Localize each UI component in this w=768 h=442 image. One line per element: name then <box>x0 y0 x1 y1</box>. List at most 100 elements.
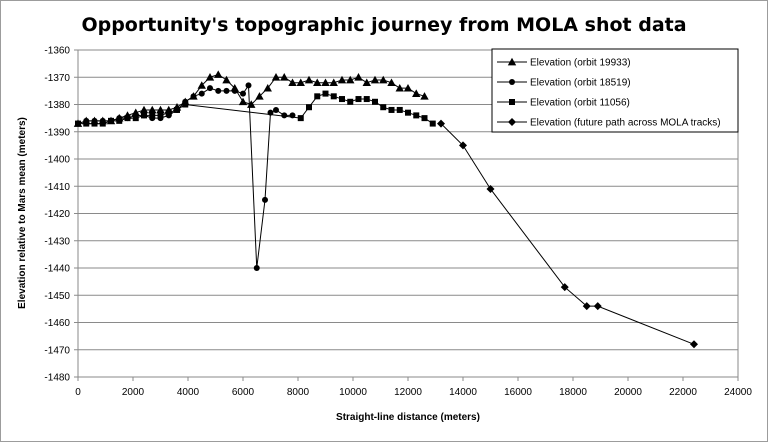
x-tick-label: 0 <box>75 387 81 398</box>
data-point <box>582 302 591 311</box>
data-point <box>486 184 495 193</box>
data-point <box>396 106 403 113</box>
data-point <box>223 87 230 94</box>
x-axis-ticks: 0 2000 4000 6000 8000 10000 12000 14000 16000 180… <box>75 377 752 398</box>
legend-label: Elevation (orbit 11056) <box>530 98 630 109</box>
y-tick-label: -1400 <box>44 155 70 166</box>
data-point <box>253 265 260 271</box>
data-point <box>263 83 272 92</box>
data-point <box>420 92 429 100</box>
data-point <box>214 70 223 78</box>
x-tick-label: 16000 <box>504 387 532 398</box>
x-tick-label: 4000 <box>177 387 200 398</box>
data-point <box>207 85 213 92</box>
data-point <box>108 117 114 124</box>
x-tick-label: 22000 <box>669 387 697 398</box>
legend-label: Elevation (orbit 19933) <box>530 58 631 69</box>
data-point <box>363 96 370 103</box>
series-layer <box>73 70 698 349</box>
series-square <box>75 90 436 127</box>
series-diamond <box>437 119 698 349</box>
data-point <box>437 119 445 128</box>
y-tick-label: -1370 <box>44 73 70 84</box>
data-point <box>304 75 314 84</box>
legend-marker <box>509 79 515 85</box>
series-line <box>440 123 695 345</box>
data-point <box>231 87 238 94</box>
data-point <box>329 78 338 87</box>
data-point <box>314 93 321 100</box>
data-point <box>379 75 388 84</box>
x-tick-label: 14000 <box>449 387 477 398</box>
y-tick-label: -1440 <box>44 264 70 275</box>
data-point <box>174 106 180 113</box>
y-tick-label: -1360 <box>44 46 70 57</box>
legend: Elevation (orbit 19933) Elevation (orbit … <box>491 48 739 133</box>
data-point <box>347 98 354 105</box>
data-point <box>297 115 304 122</box>
legend-label: Elevation (future path across MOLA track… <box>530 118 721 129</box>
x-tick-label: 8000 <box>287 387 310 398</box>
y-axis-ticks: -1360 -1370 -1380 -1390 -1400 -1410 -1420 -1430… <box>44 46 78 384</box>
data-point <box>421 115 428 122</box>
data-point <box>240 90 246 97</box>
data-point <box>395 83 404 92</box>
y-axis-title: Elevation relative to Mars mean (meters) <box>17 117 28 309</box>
y-tick-label: -1380 <box>44 100 70 111</box>
data-point <box>190 93 197 100</box>
data-point <box>306 104 312 111</box>
x-tick-label: 10000 <box>339 387 367 398</box>
y-tick-label: -1470 <box>44 345 70 356</box>
data-point <box>271 73 281 81</box>
data-point <box>83 120 90 127</box>
data-point <box>197 81 206 89</box>
data-point <box>124 115 131 122</box>
data-point <box>222 75 231 84</box>
x-tick-label: 24000 <box>724 387 752 398</box>
x-tick-label: 20000 <box>614 387 642 398</box>
data-point <box>116 117 123 124</box>
data-point <box>593 302 602 311</box>
data-point <box>215 87 222 94</box>
data-point <box>388 106 395 113</box>
chart-title: Opportunity's topographic journey from M… <box>81 14 686 36</box>
data-point <box>429 120 436 127</box>
data-point <box>413 112 420 119</box>
data-point <box>405 109 411 116</box>
data-point <box>355 96 362 103</box>
data-point <box>322 90 329 97</box>
data-point <box>273 106 279 113</box>
data-point <box>165 109 172 116</box>
data-point <box>156 105 165 114</box>
data-point <box>182 101 189 108</box>
data-point <box>459 141 467 150</box>
data-point <box>313 78 322 87</box>
data-point <box>403 83 413 92</box>
data-point <box>255 92 264 100</box>
data-point <box>245 82 252 89</box>
legend-label: Elevation (orbit 18519) <box>530 78 631 89</box>
data-point <box>132 115 139 122</box>
y-tick-label: -1480 <box>44 373 70 384</box>
data-point <box>91 120 98 127</box>
data-point <box>412 89 421 97</box>
data-point <box>280 73 289 81</box>
data-point <box>354 73 363 81</box>
data-point <box>198 90 205 97</box>
data-point <box>346 75 355 84</box>
data-point <box>157 112 164 119</box>
legend-box <box>491 48 739 133</box>
data-point <box>321 78 330 87</box>
data-point <box>238 97 248 106</box>
y-tick-label: -1450 <box>44 291 70 302</box>
y-tick-label: -1410 <box>44 182 70 193</box>
series-line <box>77 83 293 269</box>
data-point <box>337 75 347 84</box>
x-axis-title: Straight-line distance (meters) <box>336 412 480 423</box>
legend-marker <box>509 99 515 105</box>
data-point <box>372 98 378 105</box>
y-tick-label: -1430 <box>44 236 70 247</box>
series-line <box>78 93 434 125</box>
data-point <box>387 78 396 87</box>
